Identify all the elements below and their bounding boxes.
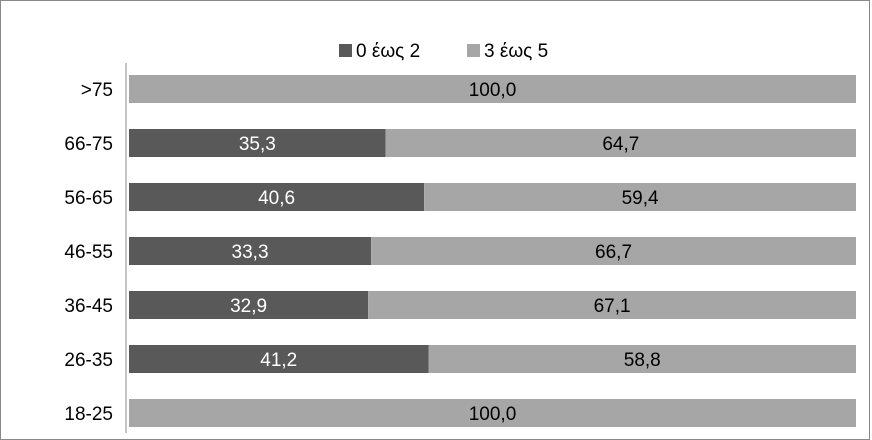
legend-swatch [339,44,352,57]
data-label: 35,3 [239,134,276,155]
bar-segment [129,75,856,103]
data-label: 33,3 [232,242,269,263]
category-label: 18-25 [64,404,113,425]
data-label: 100,0 [469,80,517,101]
legend-label: 0 έως 2 [356,41,420,62]
bar-segment [385,129,856,157]
bar-segment [129,399,856,427]
data-label: 100,0 [469,404,517,425]
category-label: 66-75 [64,134,113,155]
bars: ,0100,035,364,740,659,433,366,732,967,14… [129,75,856,427]
legend-label: 3 έως 5 [484,41,548,62]
data-label: 40,6 [258,188,295,209]
bar-segment [129,291,369,319]
data-label: 32,9 [230,296,267,317]
bar-segment [129,183,425,211]
legend: 0 έως 2 3 έως 5 [339,41,548,62]
category-labels: >75 66-75 56-65 46-55 36-45 26-35 18-25 [64,80,113,425]
data-label: 64,7 [602,134,639,155]
category-label: 36-45 [64,296,113,317]
data-label: 66,7 [595,242,632,263]
bar-segment [129,129,386,157]
bar-segment [424,183,856,211]
category-label: 56-65 [64,188,113,209]
category-label: 46-55 [64,242,113,263]
bar-segment [129,345,429,373]
bar-segment [428,345,856,373]
data-label: 67,1 [594,296,631,317]
category-label: 26-35 [64,350,113,371]
bar-segment [129,237,372,265]
data-label: 59,4 [622,188,659,209]
bar-segment [368,291,856,319]
category-label: >75 [81,80,113,101]
bar-segment [371,237,856,265]
data-label: 41,2 [260,350,297,371]
data-label: 58,8 [624,350,661,371]
legend-swatch [467,44,480,57]
